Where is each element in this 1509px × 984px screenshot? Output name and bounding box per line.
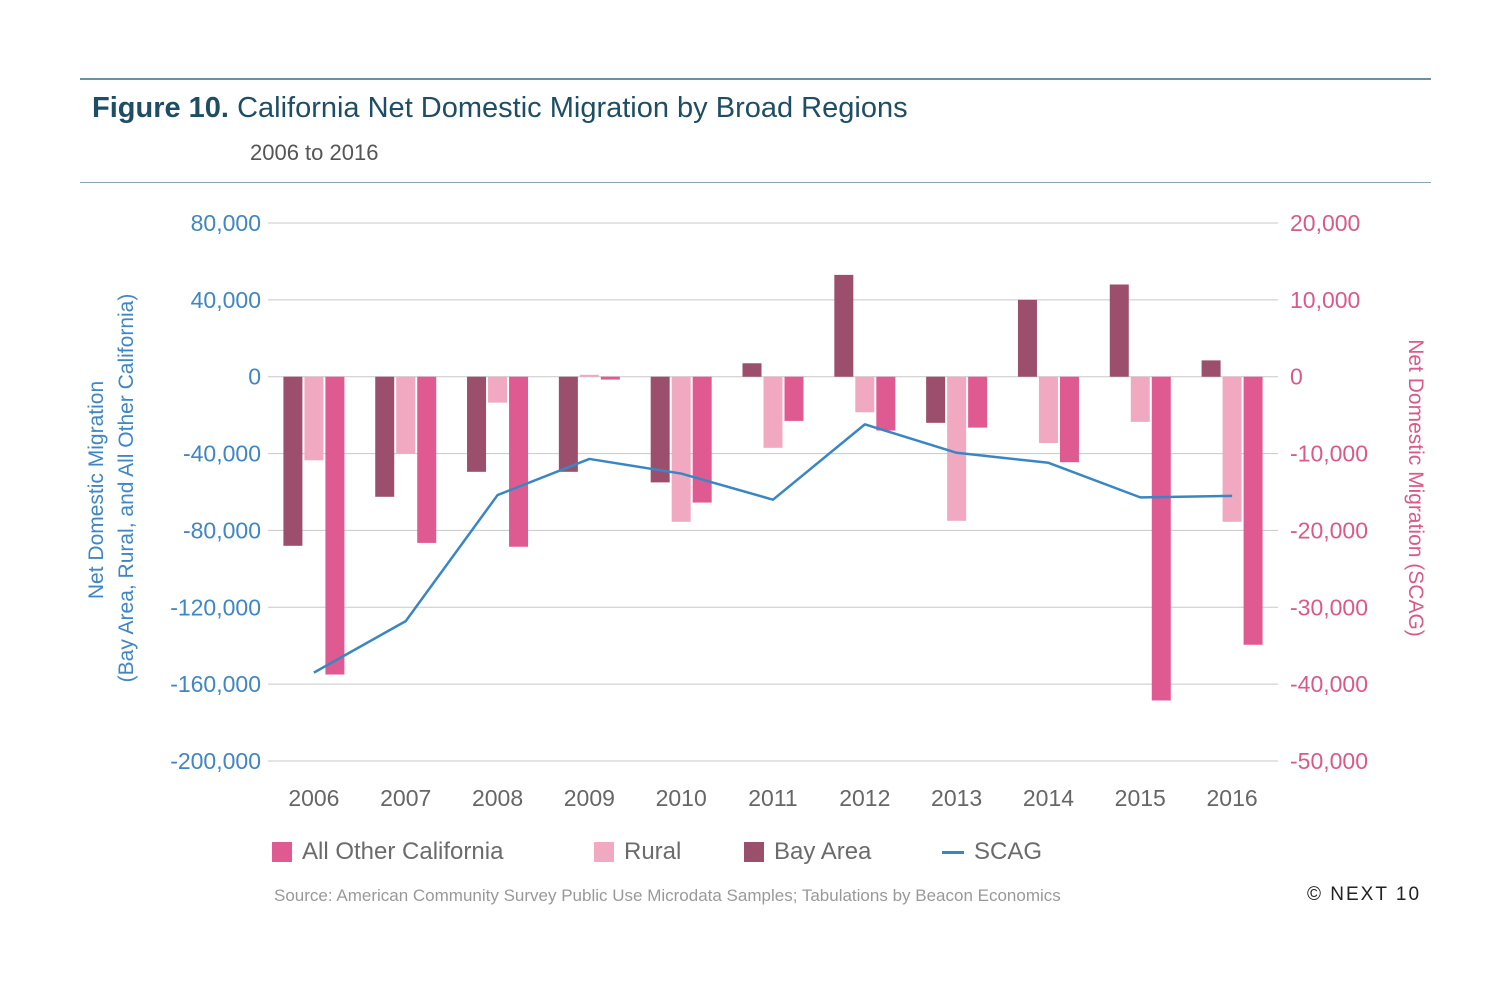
bar-rural-2016 (1222, 376, 1242, 522)
left-tick-label: 80,000 (191, 210, 261, 236)
right-tick-label: 10,000 (1290, 287, 1360, 313)
left-tick-label: 0 (248, 364, 261, 390)
bar-rural-2013 (947, 376, 967, 521)
bar-rural-2010 (671, 376, 691, 522)
top-rule (80, 78, 1431, 80)
right-tick-label: -20,000 (1290, 517, 1368, 543)
bar-all-other-california-2007 (417, 376, 437, 543)
bar-bay-area-2013 (926, 376, 946, 423)
x-tick-label: 2007 (380, 785, 431, 811)
bar-bay-area-2016 (1201, 360, 1221, 377)
bar-rural-2012 (855, 376, 875, 413)
bar-all-other-california-2015 (1151, 376, 1171, 701)
x-axis-ticks: 2006 2007 2008 2009 2010 2011 2012 2013 2014 2015… (288, 785, 1257, 811)
scag-line (313, 423, 1233, 674)
legend-line-scag (942, 850, 964, 854)
legend-swatch-bay-area (744, 842, 764, 862)
bar-bay-area-2012 (834, 274, 854, 377)
left-axis-title-line1: Net Domestic Migration (85, 381, 108, 599)
header-rule (80, 182, 1431, 183)
bars (283, 274, 1263, 701)
legend-label-rural: Rural (624, 838, 682, 865)
left-tick-label: -120,000 (170, 594, 261, 620)
gridlines (268, 222, 1278, 762)
bar-bay-area-2014 (1017, 299, 1037, 377)
x-tick-label: 2012 (839, 785, 890, 811)
legend-item-rural: Rural (594, 836, 681, 868)
left-tick-label: -40,000 (183, 441, 261, 467)
right-axis-ticks: 20,000 10,000 0 -10,000 -20,000 -30,000 -40,00… (1290, 210, 1368, 774)
x-tick-label: 2014 (1023, 785, 1074, 811)
bar-bay-area-2007 (375, 376, 395, 497)
bar-bay-area-2015 (1109, 284, 1129, 377)
bar-all-other-california-2006 (325, 376, 345, 675)
bar-rural-2008 (488, 376, 508, 403)
left-axis-ticks: 80,000 40,000 0 -40,000 -80,000 -120,000 -160,… (170, 210, 261, 774)
x-tick-label: 2013 (931, 785, 982, 811)
bar-rural-2015 (1130, 376, 1150, 422)
bar-rural-2014 (1038, 376, 1058, 444)
bar-all-other-california-2013 (968, 376, 988, 428)
bar-all-other-california-2014 (1059, 376, 1079, 463)
bar-bay-area-2009 (558, 376, 578, 472)
source-note: Source: American Community Survey Public… (274, 886, 1061, 905)
x-tick-label: 2006 (288, 785, 339, 811)
bar-rural-2011 (763, 376, 783, 448)
bar-rural-2007 (396, 376, 416, 454)
left-tick-label: -160,000 (170, 671, 261, 697)
bar-bay-area-2010 (650, 376, 670, 483)
right-tick-label: 0 (1290, 364, 1303, 390)
x-tick-label: 2009 (564, 785, 615, 811)
bar-all-other-california-2012 (876, 376, 896, 431)
bar-all-other-california-2008 (509, 376, 529, 547)
legend-item-bay-area: Bay Area (744, 836, 871, 868)
right-axis-title: Net Domestic Migration (SCAG) (1404, 339, 1427, 637)
bar-all-other-california-2016 (1243, 376, 1263, 645)
legend-swatch-rural (594, 842, 614, 862)
legend-swatch-all-other-california (272, 842, 292, 862)
left-tick-label: -200,000 (170, 748, 261, 774)
bar-rural-2009 (579, 374, 599, 377)
figure-subtitle: 2006 to 2016 (250, 140, 379, 165)
legend-item-scag: SCAG (942, 836, 1042, 868)
figure-title-text: California Net Domestic Migration by Bro… (237, 92, 908, 124)
legend-item-all-other-california: All Other California (272, 836, 503, 868)
left-tick-label: -80,000 (183, 517, 261, 543)
right-tick-label: -50,000 (1290, 748, 1368, 774)
legend-label-bay-area: Bay Area (774, 838, 872, 865)
x-tick-label: 2008 (472, 785, 523, 811)
x-tick-label: 2016 (1207, 785, 1258, 811)
legend-label-scag: SCAG (974, 838, 1043, 865)
bar-bay-area-2006 (283, 376, 303, 546)
figure-title: Figure 10. California Net Domestic Migra… (92, 92, 908, 125)
bar-all-other-california-2011 (784, 376, 804, 421)
right-tick-label: -40,000 (1290, 671, 1368, 697)
bar-bay-area-2011 (742, 363, 762, 377)
x-tick-label: 2011 (748, 785, 797, 811)
left-axis-title-line2: (Bay Area, Rural, and All Other Californ… (115, 294, 138, 683)
x-tick-label: 2010 (656, 785, 707, 811)
bar-all-other-california-2010 (692, 376, 712, 503)
bar-rural-2006 (304, 376, 324, 461)
x-tick-label: 2015 (1115, 785, 1166, 811)
copyright-note: © NEXT 10 (1307, 884, 1422, 905)
right-tick-label: -10,000 (1290, 441, 1368, 467)
right-tick-label: 20,000 (1290, 210, 1360, 236)
figure-title-lead: Figure 10. (92, 92, 229, 124)
right-tick-label: -30,000 (1290, 594, 1368, 620)
left-tick-label: 40,000 (191, 287, 261, 313)
legend-label-all-other-california: All Other California (302, 838, 504, 865)
scag-line-group (313, 423, 1233, 674)
bar-all-other-california-2009 (600, 376, 620, 380)
bar-bay-area-2008 (467, 376, 487, 472)
